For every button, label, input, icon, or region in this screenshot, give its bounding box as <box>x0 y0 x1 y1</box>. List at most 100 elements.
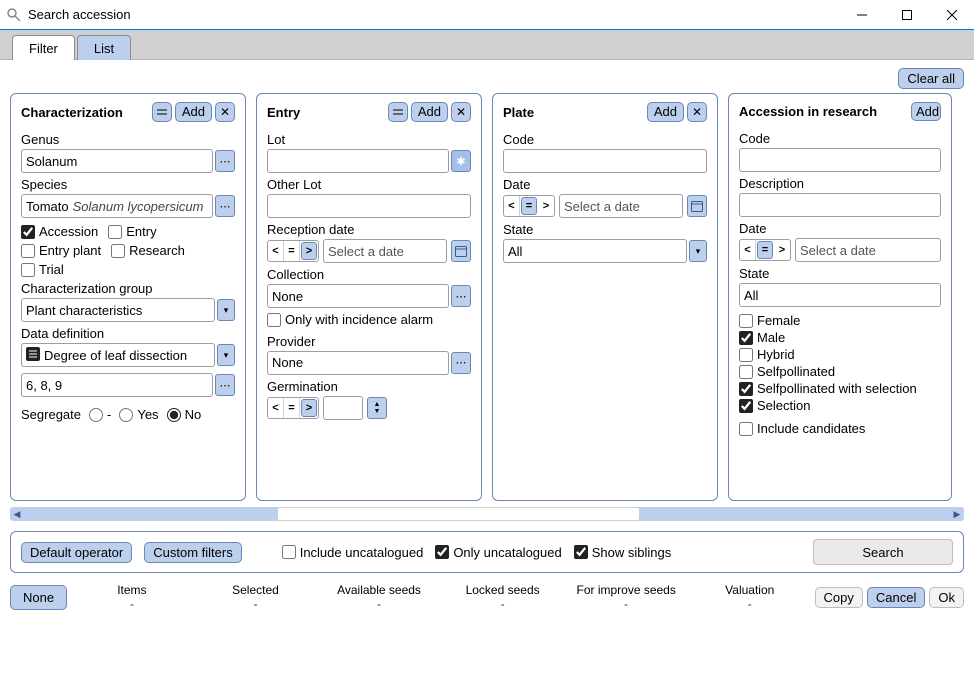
germination-input[interactable] <box>323 396 363 420</box>
chk-female[interactable]: Female <box>739 313 941 328</box>
segregate-yes[interactable]: Yes <box>119 407 158 422</box>
search-button[interactable]: Search <box>813 539 953 565</box>
default-operator-button[interactable]: Default operator <box>21 542 132 563</box>
panel-add-button[interactable]: Add <box>647 102 684 122</box>
window-title: Search accession <box>28 7 131 22</box>
chk-entry-plant[interactable]: Entry plant <box>21 243 101 258</box>
scroll-thumb[interactable] <box>277 507 640 521</box>
collection-picker-button[interactable]: ⋯ <box>451 285 471 307</box>
chk-include-uncatalogued[interactable]: Include uncatalogued <box>282 545 424 560</box>
panel-add-button[interactable]: Add <box>175 102 212 122</box>
stat-locked: Locked seeds- <box>444 583 562 611</box>
scroll-left-icon[interactable]: ◀ <box>10 507 24 521</box>
species-input[interactable]: Tomato Solanum lycopersicum <box>21 194 213 218</box>
lot-snowflake-button[interactable]: ✱ <box>451 150 471 172</box>
maximize-button[interactable] <box>884 0 929 30</box>
panel-title: Entry <box>267 105 388 120</box>
chk-entry[interactable]: Entry <box>108 224 156 239</box>
panel-close-button[interactable]: ✕ <box>215 102 235 122</box>
stat-available: Available seeds- <box>320 583 438 611</box>
panel-close-button[interactable]: ✕ <box>451 102 471 122</box>
codes-picker-button[interactable]: ⋯ <box>215 374 235 396</box>
none-button[interactable]: None <box>10 585 67 610</box>
species-value: Tomato <box>26 199 69 214</box>
tab-list[interactable]: List <box>77 35 131 60</box>
reception-comparator[interactable]: <=> <box>267 240 319 262</box>
genus-input[interactable]: Solanum <box>21 149 213 173</box>
chk-show-siblings[interactable]: Show siblings <box>574 545 672 560</box>
panel-title: Plate <box>503 105 647 120</box>
chk-only-uncatalogued[interactable]: Only uncatalogued <box>435 545 561 560</box>
definition-dropdown-icon[interactable]: ▾ <box>217 344 235 366</box>
research-state-input[interactable]: All <box>739 283 941 307</box>
genus-label: Genus <box>21 132 235 147</box>
provider-picker-button[interactable]: ⋯ <box>451 352 471 374</box>
collection-input[interactable]: None <box>267 284 449 308</box>
lot-input[interactable] <box>267 149 449 173</box>
reception-date-input[interactable]: Select a date <box>323 239 447 263</box>
chk-include-candidates[interactable]: Include candidates <box>739 421 865 436</box>
germination-label: Germination <box>267 379 471 394</box>
research-date-label: Date <box>739 221 941 236</box>
chk-hybrid[interactable]: Hybrid <box>739 347 941 362</box>
chk-accession[interactable]: Accession <box>21 224 98 239</box>
chk-male[interactable]: Male <box>739 330 941 345</box>
plate-date-comparator[interactable]: <=> <box>503 195 555 217</box>
germination-comparator[interactable]: <=> <box>267 397 319 419</box>
research-code-input[interactable] <box>739 148 941 172</box>
research-date-input[interactable]: Select a date <box>795 238 941 262</box>
chk-self-sel[interactable]: Selfpollinated with selection <box>739 381 941 396</box>
minimize-button[interactable] <box>839 0 884 30</box>
plate-date-label: Date <box>503 177 707 192</box>
other-lot-input[interactable] <box>267 194 471 218</box>
plate-date-input[interactable]: Select a date <box>559 194 683 218</box>
chk-incidence[interactable]: Only with incidence alarm <box>267 312 433 327</box>
germination-spinner[interactable]: ▲▼ <box>367 397 387 419</box>
group-dropdown-icon[interactable]: ▾ <box>217 299 235 321</box>
custom-filters-button[interactable]: Custom filters <box>144 542 241 563</box>
codes-input[interactable]: 6, 8, 9 <box>21 373 213 397</box>
segregate-no[interactable]: No <box>167 407 202 422</box>
calendar-icon[interactable] <box>687 195 707 217</box>
scroll-right-icon[interactable]: ▶ <box>950 507 964 521</box>
copy-button[interactable]: Copy <box>815 587 863 608</box>
chk-trial[interactable]: Trial <box>21 262 64 277</box>
cancel-button[interactable]: Cancel <box>867 587 925 608</box>
other-lot-label: Other Lot <box>267 177 471 192</box>
calendar-icon[interactable] <box>451 240 471 262</box>
panel-operator-button[interactable] <box>388 102 408 122</box>
chk-selfpollinated[interactable]: Selfpollinated <box>739 364 941 379</box>
provider-input[interactable]: None <box>267 351 449 375</box>
plate-code-input[interactable] <box>503 149 707 173</box>
collection-label: Collection <box>267 267 471 282</box>
species-picker-button[interactable]: ⋯ <box>215 195 235 217</box>
tab-filter[interactable]: Filter <box>12 35 75 60</box>
genus-picker-button[interactable]: ⋯ <box>215 150 235 172</box>
research-desc-input[interactable] <box>739 193 941 217</box>
species-latin: Solanum lycopersicum <box>73 199 204 214</box>
plate-state-select[interactable]: All <box>503 239 687 263</box>
lot-label: Lot <box>267 132 471 147</box>
ok-button[interactable]: Ok <box>929 587 964 608</box>
app-icon <box>6 7 22 23</box>
panel-operator-button[interactable] <box>152 102 172 122</box>
plate-state-label: State <box>503 222 707 237</box>
segregate-dash[interactable]: - <box>89 407 111 422</box>
panel-close-button[interactable]: ✕ <box>687 102 707 122</box>
horizontal-scrollbar[interactable]: ◀ ▶ <box>10 507 964 521</box>
definition-icon <box>26 347 40 364</box>
definition-select[interactable]: Degree of leaf dissection <box>21 343 215 367</box>
species-label: Species <box>21 177 235 192</box>
status-row: None Items- Selected- Available seeds- L… <box>10 583 964 611</box>
research-date-comparator[interactable]: <=> <box>739 239 791 261</box>
clear-all-button[interactable]: Clear all <box>898 68 964 89</box>
group-select[interactable]: Plant characteristics <box>21 298 215 322</box>
research-state-label: State <box>739 266 941 281</box>
chk-selection[interactable]: Selection <box>739 398 941 413</box>
panel-add-button[interactable]: Add <box>411 102 448 122</box>
panel-add-button[interactable]: Add <box>911 102 941 121</box>
panel-entry: Entry Add ✕ Lot ✱ Other Lot Reception da… <box>256 93 482 501</box>
close-button[interactable] <box>929 0 974 30</box>
plate-state-dropdown-icon[interactable]: ▾ <box>689 240 707 262</box>
chk-research[interactable]: Research <box>111 243 185 258</box>
